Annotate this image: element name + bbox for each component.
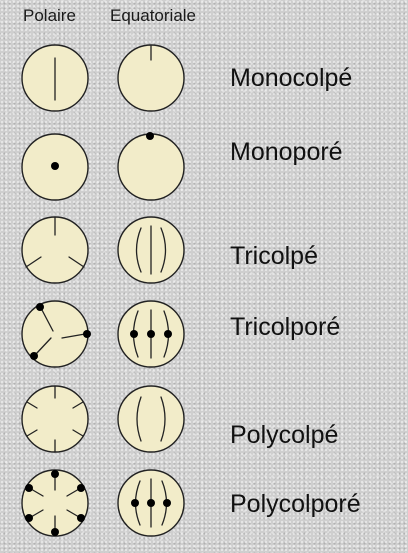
monopore-equatorial-view — [117, 132, 185, 201]
label-tricolpore: Tricolporé — [230, 313, 341, 341]
label-monopore: Monoporé — [230, 138, 343, 166]
tricolpe-polar-view — [21, 216, 89, 284]
label-polycolpe: Polycolpé — [230, 421, 339, 449]
equatorial-view-header: Equatoriale — [110, 6, 197, 25]
tricolpore-polar-view — [21, 300, 91, 368]
label-monocolpe: Monocolpé — [230, 64, 353, 92]
tricolpore-equatorial-view — [117, 300, 185, 368]
polycolpe-equatorial-view — [117, 385, 185, 453]
polycolpore-equatorial-view — [117, 469, 185, 537]
polycolpore-polar-view — [21, 469, 89, 537]
tricolpe-equatorial-view — [117, 216, 185, 284]
monopore-polar-view — [21, 133, 89, 201]
monocolpe-equatorial-view — [117, 44, 185, 112]
monocolpe-polar-view — [21, 44, 89, 112]
label-tricolpe: Tricolpé — [230, 242, 318, 270]
polycolpe-polar-view — [21, 385, 89, 453]
label-polycolpore: Polycolporé — [230, 490, 361, 518]
polar-view-header: Polaire — [23, 6, 76, 25]
